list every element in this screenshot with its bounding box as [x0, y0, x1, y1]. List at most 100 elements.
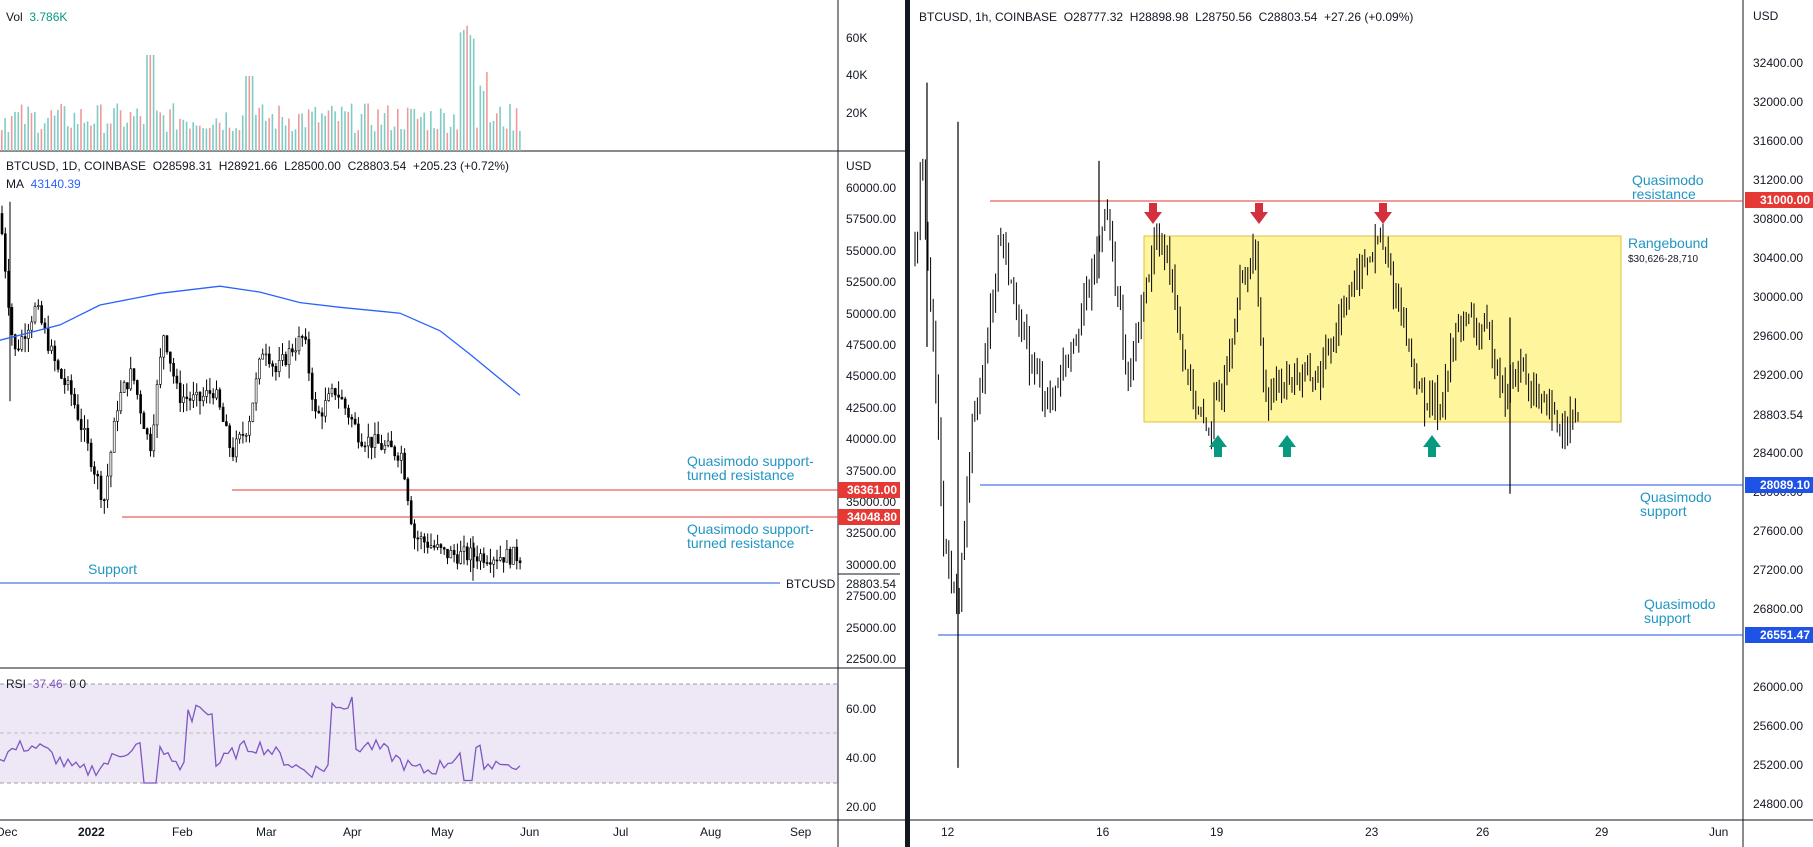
qm1-line2: turned resistance	[687, 467, 795, 483]
daily-candle-body-147	[485, 562, 489, 564]
rsi-axis-60: 60.00	[846, 702, 877, 716]
range-arrows	[1144, 203, 1441, 457]
daily-candle-body-111	[366, 436, 370, 447]
volume-bar-36	[119, 110, 122, 151]
daily-symbol: BTCUSD, 1D, COINBASE	[6, 159, 147, 173]
daily-candle-body-101	[333, 388, 337, 396]
daily-candle-body-36	[119, 392, 123, 412]
right-price-tick-2: 31600.00	[1753, 134, 1804, 148]
left-currency: USD	[846, 159, 872, 173]
left-price-tick-11: 32500.00	[846, 526, 897, 541]
daily-candle-body-77	[254, 378, 258, 404]
volume-bar-80	[265, 120, 267, 151]
daily-candle-body-39	[129, 368, 132, 390]
left-price-tick-5: 47500.00	[846, 338, 897, 352]
daily-candle-body-82	[271, 363, 274, 367]
volume-bars	[1, 25, 521, 152]
daily-candle-body-152	[502, 557, 505, 563]
daily-candle-body-135	[446, 548, 449, 559]
daily-candle-body-125	[413, 523, 416, 539]
left-price-tick-3: 52500.00	[846, 275, 897, 290]
daily-candle-body-83	[274, 365, 278, 373]
vol-axis-20k: 20K	[846, 106, 868, 120]
tag-last-right: 28803.54	[1753, 408, 1804, 422]
daily-candle-body-67	[221, 406, 225, 422]
daily-candle-body-75	[248, 421, 251, 436]
volume-bar-76	[251, 76, 254, 151]
up-arrow-2	[1423, 435, 1441, 457]
daily-candle-body-155	[512, 546, 515, 565]
hourly-symbol: BTCUSD, 1h, COINBASE	[919, 10, 1058, 24]
daily-candle-body-28	[93, 466, 96, 475]
daily-candle-body-141	[465, 546, 469, 561]
volume-bar-73	[241, 115, 244, 151]
daily-candle-body-131	[432, 545, 436, 548]
volume-bar-82	[271, 114, 274, 151]
volume-bar-33	[109, 123, 112, 151]
daily-candle-body-92	[304, 336, 307, 340]
daily-candle-body-137	[452, 550, 456, 555]
daily-candle-body-42	[139, 394, 142, 414]
volume-bar-108	[357, 130, 359, 151]
right-time-tick-0: 12	[941, 825, 955, 839]
volume-bar-113	[373, 131, 376, 151]
volume-bar-62	[205, 128, 208, 151]
daily-candle-body-154	[508, 548, 512, 565]
right-price-tick-11: 27600.00	[1753, 524, 1804, 538]
daily-candle-body-7	[23, 336, 27, 339]
volume-bar-133	[439, 108, 442, 151]
left-price-tick-4: 50000.00	[846, 306, 897, 321]
rsi-value: 37.46	[32, 677, 63, 691]
volume-bar-102	[337, 121, 340, 151]
daily-candle-body-4	[13, 334, 17, 350]
right-price-tick-13: 26800.00	[1753, 602, 1804, 616]
left-time-tick-4: Apr	[343, 825, 362, 839]
daily-candle-body-26	[86, 428, 90, 444]
left-time-tick-0: Dec	[0, 825, 18, 839]
daily-candle-body-96	[317, 410, 321, 414]
volume-bar-27	[90, 125, 92, 151]
daily-candle-body-13	[43, 322, 47, 329]
daily-candle-body-3	[10, 307, 14, 336]
last-price-tag: 28803.54	[846, 577, 897, 591]
volume-bar-1	[4, 118, 6, 151]
tag-26551: 26551.47	[1745, 627, 1813, 643]
quasimodo-support-label-1: Quasimodo support	[1640, 490, 1712, 518]
volume-bar-2	[7, 132, 10, 151]
right-price-tick-1: 32000.00	[1753, 95, 1804, 109]
volume-bar-24	[80, 109, 82, 151]
volume-bar-4	[14, 111, 16, 151]
volume-label: Vol	[6, 10, 23, 24]
volume-bar-44	[146, 55, 148, 151]
right-price-tick-8: 29200.00	[1753, 368, 1804, 382]
daily-candle-body-130	[429, 545, 433, 548]
volume-bar-52	[172, 103, 175, 151]
down-arrow-0	[1144, 203, 1162, 224]
volume-bar-107	[354, 132, 356, 151]
right-price-tick-0: 32400.00	[1753, 56, 1804, 70]
daily-candle-body-100	[330, 388, 334, 395]
volume-bar-117	[387, 105, 389, 151]
daily-candle-body-45	[149, 433, 152, 452]
daily-candle-body-54	[178, 382, 182, 403]
daily-candle-body-6	[20, 336, 24, 350]
daily-candle-body-140	[462, 546, 466, 552]
left-time-tick-6: Jun	[520, 825, 540, 839]
volume-bar-70	[232, 130, 234, 151]
volume-bar-74	[245, 76, 247, 151]
qm-support-turned-resistance-1: Quasimodo support- turned resistance	[687, 454, 814, 482]
volume-bar-18	[60, 103, 62, 151]
daily-candle-body-123	[406, 478, 410, 501]
daily-candle-body-110	[363, 445, 367, 448]
daily-candle-body-41	[136, 380, 139, 395]
daily-candle-body-109	[360, 441, 364, 447]
last-symbol-tag: BTCUSD	[786, 577, 836, 591]
volume-bar-115	[380, 124, 383, 151]
volume-bar-118	[390, 130, 392, 151]
volume-bar-136	[449, 126, 452, 151]
volume-bar-12	[40, 129, 43, 151]
volume-bar-134	[443, 112, 445, 151]
daily-candle-body-114	[376, 434, 380, 444]
hourly-change: +27.26 (+0.09%)	[1323, 10, 1414, 24]
daily-candle-body-63	[208, 390, 212, 394]
